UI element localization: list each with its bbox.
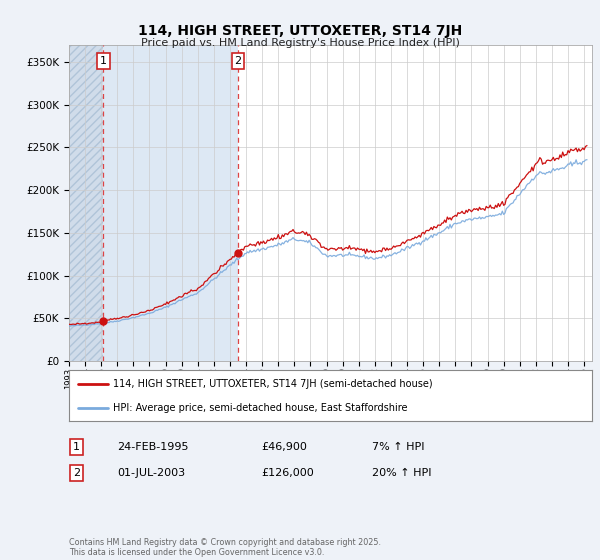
Text: £46,900: £46,900 [261, 442, 307, 452]
Bar [103, 45, 238, 361]
Text: 1: 1 [100, 56, 107, 66]
Text: HPI: Average price, semi-detached house, East Staffordshire: HPI: Average price, semi-detached house,… [113, 403, 408, 413]
Text: 2: 2 [73, 468, 80, 478]
Text: 1: 1 [73, 442, 80, 452]
Text: Price paid vs. HM Land Registry's House Price Index (HPI): Price paid vs. HM Land Registry's House … [140, 38, 460, 48]
Bar [69, 45, 103, 361]
Text: 7% ↑ HPI: 7% ↑ HPI [372, 442, 425, 452]
Text: 2: 2 [235, 56, 242, 66]
Text: £126,000: £126,000 [261, 468, 314, 478]
Text: 24-FEB-1995: 24-FEB-1995 [117, 442, 188, 452]
Text: 01-JUL-2003: 01-JUL-2003 [117, 468, 185, 478]
Text: 114, HIGH STREET, UTTOXETER, ST14 7JH (semi-detached house): 114, HIGH STREET, UTTOXETER, ST14 7JH (s… [113, 379, 433, 389]
Text: Contains HM Land Registry data © Crown copyright and database right 2025.
This d: Contains HM Land Registry data © Crown c… [69, 538, 381, 557]
Text: 114, HIGH STREET, UTTOXETER, ST14 7JH: 114, HIGH STREET, UTTOXETER, ST14 7JH [138, 24, 462, 38]
Text: 20% ↑ HPI: 20% ↑ HPI [372, 468, 431, 478]
